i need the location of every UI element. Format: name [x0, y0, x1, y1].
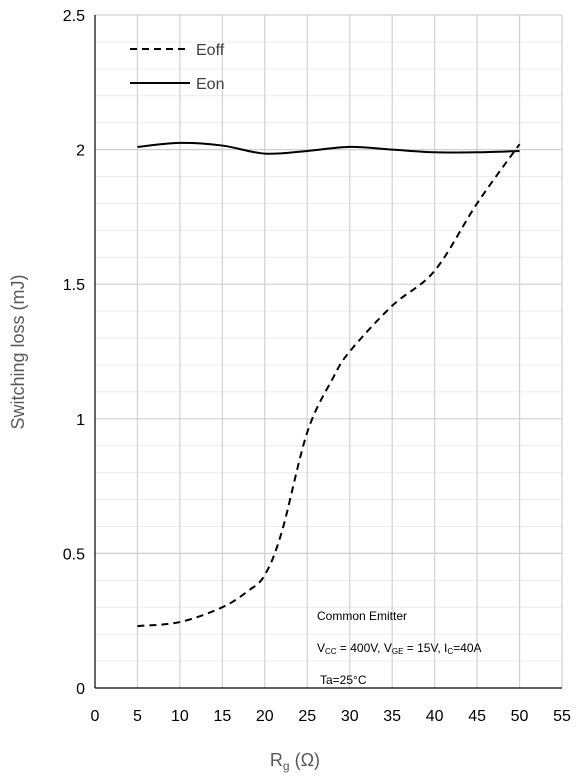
- x-axis-title: Rg (Ω): [270, 750, 320, 773]
- conditions-annotation: Common Emitter VCC = 400V, VGE = 15V, IC…: [317, 609, 482, 687]
- legend: Eoff Eon: [130, 42, 225, 93]
- y-tick-label: 2.5: [63, 8, 85, 25]
- y-tick-label: 1.5: [63, 277, 85, 294]
- x-tick-label: 20: [256, 708, 274, 725]
- x-tick-label: 10: [171, 708, 189, 725]
- y-tick-label: 0.5: [63, 546, 85, 563]
- x-tick-label: 40: [426, 708, 444, 725]
- annotation-line-3: Ta=25°C: [320, 673, 367, 687]
- annotation-line-2: VCC = 400V, VGE = 15V, IC=40A: [317, 641, 482, 656]
- series-line-eoff: [137, 143, 521, 628]
- axes: [94, 15, 562, 689]
- y-tick-label: 0: [76, 681, 85, 698]
- x-tick-labels: 0 5 10 15 20 25 30 35 40 45 50 55: [91, 708, 571, 725]
- x-tick-label: 0: [91, 708, 100, 725]
- y-axis-title: Switching loss (mJ): [8, 274, 28, 429]
- x-tick-label: 15: [213, 708, 231, 725]
- legend-eoff-label: Eoff: [196, 42, 225, 59]
- minor-grid: [95, 41, 562, 662]
- major-grid: [95, 14, 563, 688]
- legend-eon-label: Eon: [196, 76, 224, 93]
- series-layer: [137, 141, 521, 628]
- x-tick-label: 50: [511, 708, 529, 725]
- y-tick-labels: 0 0.5 1 1.5 2 2.5: [63, 8, 85, 698]
- x-tick-label: 55: [553, 708, 571, 725]
- y-tick-label: 2: [76, 143, 85, 160]
- x-tick-label: 25: [298, 708, 316, 725]
- series-line-eon: [137, 141, 520, 155]
- x-tick-label: 35: [383, 708, 401, 725]
- x-tick-label: 45: [468, 708, 486, 725]
- y-tick-label: 1: [76, 412, 85, 429]
- annotation-line-1: Common Emitter: [317, 609, 407, 623]
- x-tick-label: 30: [341, 708, 359, 725]
- x-tick-label: 5: [133, 708, 142, 725]
